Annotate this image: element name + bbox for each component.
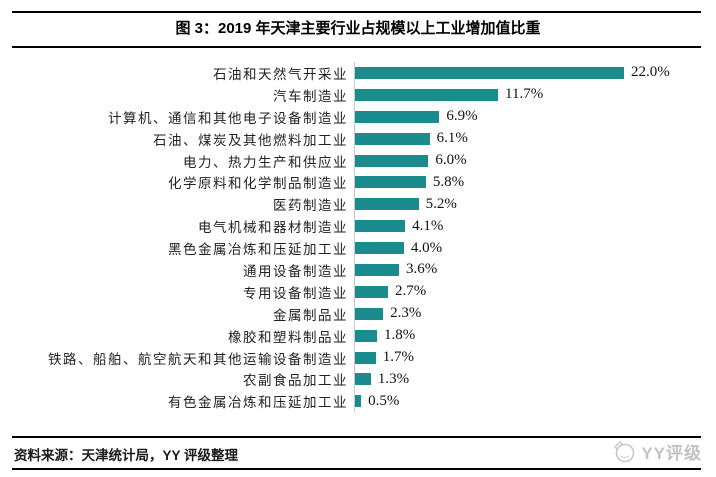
bar bbox=[355, 373, 371, 386]
plot-area: 6.9% bbox=[354, 105, 704, 128]
value-label: 6.0% bbox=[435, 152, 467, 168]
value-label: 3.6% bbox=[406, 261, 438, 278]
category-label: 农副食品加工业 bbox=[243, 373, 348, 390]
header-rule-bottom bbox=[12, 46, 701, 48]
header-rule-top bbox=[12, 11, 701, 13]
chart-row: 通用设备制造业 3.6% bbox=[12, 259, 704, 281]
value-label: 22.0% bbox=[631, 64, 670, 81]
value-label: 6.9% bbox=[446, 108, 478, 125]
plot-area: 11.7% bbox=[354, 83, 704, 106]
plot-area: 2.3% bbox=[354, 302, 704, 325]
plot-area: 2.7% bbox=[354, 280, 704, 303]
category-label: 通用设备制造业 bbox=[243, 263, 348, 280]
chart-row: 农副食品加工业 1.3% bbox=[12, 368, 704, 391]
category-label: 计算机、通信和其他电子设备制造业 bbox=[108, 110, 348, 127]
chart-row: 有色金属冶炼和压延加工业 0.5% bbox=[12, 390, 704, 413]
plot-area: 1.7% bbox=[354, 346, 704, 369]
category-label: 汽车制造业 bbox=[273, 88, 348, 105]
chart-row: 石油、煤炭及其他燃料加工业 6.1% bbox=[12, 127, 704, 150]
category-label: 电力、热力生产和供应业 bbox=[183, 154, 348, 171]
chart-row: 汽车制造业 11.7% bbox=[12, 83, 704, 106]
bar bbox=[355, 220, 406, 233]
chart-row: 橡胶和塑料制品业 1.8% bbox=[12, 324, 704, 347]
chart-row: 化学原料和化学制品制造业 5.8% bbox=[12, 171, 704, 194]
logo-text: YY评级 bbox=[641, 443, 702, 463]
category-label: 黑色金属冶炼和压延加工业 bbox=[168, 242, 348, 259]
bar bbox=[355, 307, 384, 320]
horizontal-bar-chart: 石油和天然气开采业 22.0% 汽车制造业 11.7% 计算机、通信和其他电子设备制造业… bbox=[12, 62, 704, 414]
value-label: 4.0% bbox=[410, 239, 443, 256]
bar bbox=[355, 285, 388, 298]
source-text: 资料来源：天津统计局，YY 评级整理 bbox=[14, 448, 239, 463]
value-label: 1.3% bbox=[377, 370, 410, 387]
logo-scribble-icon bbox=[614, 441, 635, 463]
chart-row: 金属制品业 2.3% bbox=[12, 302, 704, 325]
footer-rule-top bbox=[12, 436, 701, 438]
bar bbox=[355, 132, 430, 145]
chart-row: 铁路、船舶、航空航天和其他运输设备制造业 1.7% bbox=[12, 346, 704, 369]
category-label: 有色金属冶炼和压延加工业 bbox=[168, 395, 348, 412]
chart-row: 黑色金属冶炼和压延加工业 4.0% bbox=[12, 237, 704, 260]
value-label: 5.8% bbox=[432, 173, 465, 190]
plot-area: 5.2% bbox=[354, 193, 704, 216]
bar bbox=[355, 176, 426, 189]
value-label: 5.2% bbox=[425, 195, 457, 212]
bar bbox=[355, 198, 419, 211]
value-label: 0.5% bbox=[368, 392, 400, 409]
plot-area: 1.8% bbox=[354, 324, 704, 347]
category-label: 铁路、船舶、航空航天和其他运输设备制造业 bbox=[48, 351, 348, 368]
chart-row: 电气机械和器材制造业 4.1% bbox=[12, 215, 704, 238]
chart-row: 石油和天然气开采业 22.0% bbox=[12, 62, 704, 84]
plot-area: 1.3% bbox=[354, 368, 704, 391]
category-label: 化学原料和化学制品制造业 bbox=[168, 176, 348, 193]
category-label: 金属制品业 bbox=[273, 307, 348, 324]
figure-title: 图 3：2019 年天津主要行业占规模以上工业增加值比重 bbox=[175, 20, 541, 37]
value-label: 1.8% bbox=[384, 327, 416, 344]
bar bbox=[355, 110, 440, 123]
value-label: 1.7% bbox=[382, 349, 415, 366]
chart-row: 专用设备制造业 2.7% bbox=[12, 280, 704, 303]
plot-area: 4.1% bbox=[354, 215, 704, 238]
plot-area: 6.0% bbox=[354, 149, 704, 172]
chart-row: 电力、热力生产和供应业 6.0% bbox=[12, 149, 704, 172]
category-label: 石油、煤炭及其他燃料加工业 bbox=[153, 132, 348, 149]
plot-area: 6.1% bbox=[354, 127, 704, 150]
bar bbox=[355, 395, 362, 408]
bar bbox=[355, 66, 624, 79]
value-label: 6.1% bbox=[436, 130, 468, 147]
bar bbox=[355, 242, 404, 255]
plot-area: 4.0% bbox=[354, 237, 704, 260]
chart-row: 计算机、通信和其他电子设备制造业 6.9% bbox=[12, 105, 704, 128]
bar bbox=[355, 351, 376, 364]
category-label: 电气机械和器材制造业 bbox=[198, 220, 348, 237]
plot-area: 22.0% bbox=[354, 62, 704, 84]
category-label: 专用设备制造业 bbox=[243, 285, 348, 302]
value-label: 2.3% bbox=[390, 305, 422, 322]
category-label: 医药制造业 bbox=[273, 198, 348, 215]
bar bbox=[355, 88, 499, 101]
bar bbox=[355, 154, 429, 167]
bar bbox=[355, 329, 377, 342]
category-label: 石油和天然气开采业 bbox=[213, 66, 348, 83]
footer-rule-bottom bbox=[12, 468, 701, 470]
chart-row: 医药制造业 5.2% bbox=[12, 193, 704, 216]
plot-area: 0.5% bbox=[354, 390, 704, 413]
value-label: 4.1% bbox=[412, 217, 444, 234]
plot-area: 5.8% bbox=[354, 171, 704, 194]
value-label: 11.7% bbox=[505, 86, 544, 103]
category-label: 橡胶和塑料制品业 bbox=[228, 329, 348, 346]
plot-area: 3.6% bbox=[354, 259, 704, 281]
brand-logo: YY评级 bbox=[611, 438, 702, 464]
bar bbox=[355, 263, 400, 276]
value-label: 2.7% bbox=[395, 283, 427, 300]
